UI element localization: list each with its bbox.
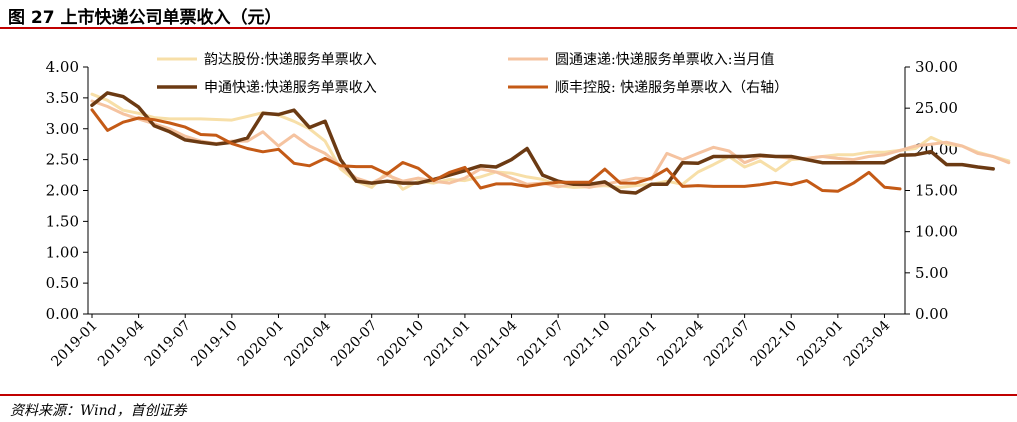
legend: 韵达股份:快递服务单票收入 圆通速递:快递服务单票收入:当月值申通快递:快递服务单…	[157, 52, 788, 96]
x-tick-label: 2023-04	[841, 317, 894, 370]
x-tick-label: 2022-01	[608, 318, 660, 370]
x-tick-label: 2022-07	[701, 318, 753, 370]
x-tick-label: 2020-07	[328, 318, 380, 370]
left-tick-label: 3.50	[46, 89, 79, 107]
x-tick-label: 2019-10	[188, 318, 240, 370]
left-tick-label: 3.00	[46, 120, 79, 138]
x-tick-label: 2021-04	[468, 317, 521, 370]
x-tick-label: 2020-01	[235, 318, 287, 370]
chart: 0.00 0.50 1.00 1.50 2.00 2.50 3.00 3.50 4.00 0.00…	[46, 52, 1011, 370]
legend-label-1: 韵达股份:快递服务单票收入	[204, 52, 377, 68]
legend-label-2: 圆通速递:快递服务单票收入:当月值	[555, 52, 774, 68]
source-note: 资料来源：Wind，首创证券	[10, 403, 187, 419]
right-tick-label: 30.00	[915, 58, 958, 76]
footer-divider	[0, 394, 1017, 396]
legend-label-4: 顺丰控股: 快递服务单票收入（右轴）	[555, 80, 788, 96]
right-tick-label: 25.00	[915, 99, 958, 117]
left-tick-label: 1.50	[46, 212, 79, 230]
x-tick-label: 2021-01	[421, 318, 473, 370]
x-tick-label: 2019-01	[48, 318, 100, 370]
x-tick-label: 2020-10	[375, 318, 427, 370]
title-divider	[0, 27, 1017, 29]
x-tick-label: 2022-10	[748, 318, 800, 370]
x-tick-label: 2021-10	[561, 318, 613, 370]
series-line-4	[90, 108, 902, 193]
right-tick-label: 5.00	[915, 264, 948, 282]
left-tick-label: 2.50	[46, 151, 79, 169]
right-tick-label: 10.00	[915, 223, 958, 241]
left-tick-label: 4.00	[46, 58, 79, 76]
legend-label-3: 申通快递:快递服务单票收入	[204, 80, 377, 96]
left-tick-label: 0.00	[46, 305, 79, 323]
left-tick-label: 1.00	[46, 243, 79, 261]
x-tick-label: 2022-04	[654, 317, 707, 370]
x-tick-label: 2020-04	[281, 317, 334, 370]
x-tick-label: 2019-04	[95, 317, 148, 370]
left-tick-label: 2.00	[46, 182, 79, 200]
axes: 0.00 0.50 1.00 1.50 2.00 2.50 3.00 3.50 4.00 0.00…	[46, 58, 958, 370]
series-lines	[90, 91, 1011, 195]
left-tick-label: 0.50	[46, 274, 79, 292]
x-tick-label: 2019-07	[142, 318, 194, 370]
series-line-3	[90, 91, 995, 195]
right-tick-label: 15.00	[915, 182, 958, 200]
x-tick-label: 2023-01	[794, 318, 846, 370]
chart-title: 图 27 上市快递公司单票收入（元）	[8, 8, 282, 28]
x-tick-label: 2021-07	[515, 318, 567, 370]
series-line-2	[90, 99, 1011, 189]
right-tick-label: 0.00	[915, 305, 948, 323]
